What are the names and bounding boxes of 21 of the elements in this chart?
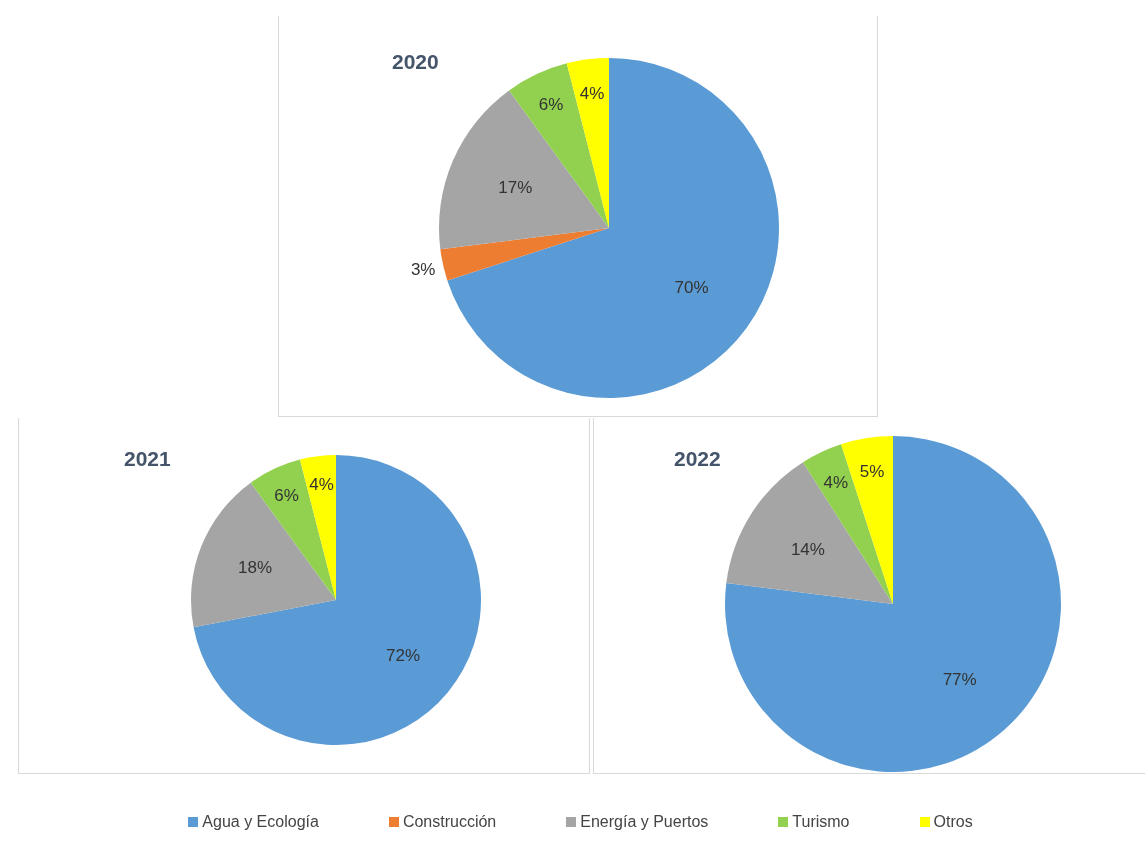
data-label: 4% [309, 475, 334, 495]
data-label: 6% [274, 485, 299, 505]
data-label: 17% [498, 177, 533, 197]
data-label: 5% [859, 461, 885, 481]
data-label: 18% [238, 558, 273, 578]
data-label: 14% [790, 540, 825, 560]
data-label: 4% [579, 83, 605, 103]
legend-label: Construcción [402, 813, 497, 831]
data-label: 6% [538, 95, 564, 115]
legend-label: Agua y Ecología [202, 813, 319, 831]
data-label: 72% [386, 645, 421, 665]
data-label: 77% [942, 670, 977, 690]
chart-title: 2020 [392, 50, 439, 73]
data-label: 4% [823, 472, 849, 492]
chart-title: 2021 [124, 447, 172, 470]
legend-label: Otros [933, 813, 973, 831]
text: 2022 [674, 447, 721, 470]
legend-label: Energía y Puertos [580, 813, 709, 831]
data-label: 3% [410, 260, 436, 280]
data-label: 70% [674, 278, 709, 298]
legend-label: Turismo [792, 813, 850, 831]
